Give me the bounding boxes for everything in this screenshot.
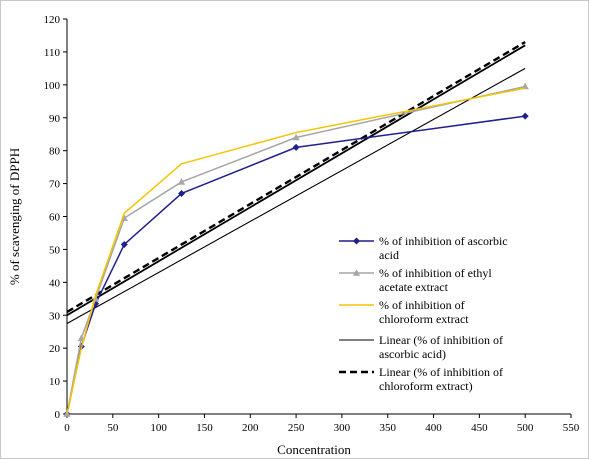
- data-point-marker: [521, 82, 529, 90]
- data-point-marker: [353, 237, 360, 245]
- legend-label: % of inhibition of ethyl: [379, 266, 492, 280]
- x-tick-label: 100: [150, 422, 167, 434]
- data-point-marker: [120, 240, 128, 248]
- series-line: [66, 87, 526, 415]
- legend-label: % of inhibition of: [379, 298, 465, 312]
- y-tick-label: 40: [49, 277, 61, 289]
- y-tick-label: 60: [49, 212, 61, 224]
- x-tick-label: 250: [288, 422, 305, 434]
- y-tick-label: 50: [49, 244, 61, 256]
- x-tick-label: 500: [517, 422, 534, 434]
- x-tick-label: 0: [64, 422, 70, 434]
- x-tick-label: 50: [107, 422, 119, 434]
- series-layer: [63, 41, 529, 418]
- x-tick-label: 200: [242, 422, 259, 434]
- data-point-marker: [177, 178, 186, 185]
- data-point-marker: [352, 269, 361, 276]
- y-tick-label: 0: [55, 409, 61, 421]
- legend-label: Linear (% of inhibition of: [379, 333, 503, 347]
- x-axis-title: Concentration: [277, 442, 351, 457]
- x-tick-label: 400: [425, 422, 442, 434]
- legend-label: chloroform extract: [379, 312, 469, 326]
- y-tick-label: 10: [49, 376, 61, 388]
- y-tick-label: 70: [49, 179, 61, 191]
- x-tick-label: 550: [563, 422, 580, 434]
- y-tick-label: 80: [49, 146, 61, 158]
- data-point-marker: [292, 133, 300, 141]
- x-tick-label: 350: [379, 422, 396, 434]
- y-tick-label: 110: [44, 47, 61, 59]
- y-tick-label: 90: [49, 113, 61, 125]
- legend-label: acetate extract: [379, 280, 449, 294]
- legend-label: % of inhibition of ascorbic: [379, 234, 508, 248]
- x-tick-label: 450: [471, 422, 488, 434]
- data-point-marker: [178, 189, 186, 197]
- series-line: [66, 67, 526, 324]
- legend-label: Linear (% of inhibition of: [379, 365, 503, 379]
- legend-label: ascorbic acid): [379, 347, 446, 361]
- y-tick-label: 100: [44, 80, 61, 92]
- legend-label: chloroform extract): [379, 379, 473, 393]
- trendline: [66, 44, 526, 317]
- y-tick-label: 120: [44, 14, 61, 26]
- x-tick-label: 300: [334, 422, 351, 434]
- y-tick-label: 30: [49, 310, 61, 322]
- series-line: [66, 41, 526, 313]
- legend-label: acid: [379, 248, 399, 262]
- data-point-marker: [521, 112, 529, 120]
- x-tick-label: 150: [196, 422, 213, 434]
- y-axis-title: % of scavenging of DPPH: [7, 148, 22, 285]
- y-tick-label: 20: [49, 343, 61, 355]
- axes-layer: 0 10 20 30 40 50 60 70 80 90 100 110 120 0 50 100 150 200…: [7, 14, 580, 457]
- data-point-marker: [292, 143, 300, 151]
